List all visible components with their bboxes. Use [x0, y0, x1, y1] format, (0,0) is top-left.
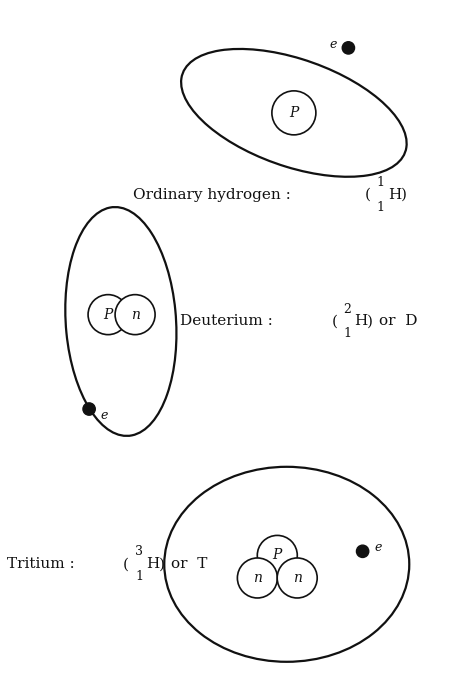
Text: H: H	[146, 557, 159, 571]
Text: Deuterium :: Deuterium :	[180, 315, 278, 328]
Text: (: (	[332, 315, 338, 328]
Ellipse shape	[83, 403, 95, 415]
Ellipse shape	[272, 91, 316, 135]
Text: P: P	[289, 106, 299, 120]
Text: H: H	[388, 188, 401, 202]
Text: Ordinary hydrogen :: Ordinary hydrogen :	[133, 188, 295, 202]
Ellipse shape	[356, 545, 369, 557]
Ellipse shape	[65, 207, 176, 436]
Text: 1: 1	[135, 570, 143, 583]
Text: 1: 1	[377, 200, 385, 214]
Text: P: P	[273, 549, 282, 562]
Text: 1: 1	[377, 176, 385, 189]
Ellipse shape	[181, 49, 407, 176]
Text: e: e	[329, 38, 337, 51]
Text: ): )	[367, 315, 374, 328]
Text: ): )	[401, 188, 407, 202]
Text: or  T: or T	[171, 557, 207, 571]
Text: ): )	[159, 557, 165, 571]
Text: n: n	[253, 571, 262, 585]
Text: e: e	[374, 541, 382, 555]
Text: P: P	[103, 308, 113, 321]
Text: 2: 2	[344, 302, 352, 316]
Text: 1: 1	[344, 327, 352, 341]
Text: 3: 3	[135, 545, 143, 559]
Text: n: n	[131, 308, 139, 321]
Text: n: n	[293, 571, 301, 585]
Text: Tritium :: Tritium :	[7, 557, 80, 571]
Text: (: (	[123, 557, 129, 571]
Text: or  D: or D	[379, 315, 418, 328]
Ellipse shape	[237, 558, 277, 598]
Text: e: e	[100, 409, 108, 423]
Ellipse shape	[277, 558, 317, 598]
Text: H: H	[355, 315, 368, 328]
Text: (: (	[365, 188, 371, 202]
Ellipse shape	[164, 466, 409, 662]
Ellipse shape	[342, 42, 355, 54]
Ellipse shape	[115, 295, 155, 334]
Ellipse shape	[257, 536, 297, 575]
Ellipse shape	[88, 295, 128, 334]
